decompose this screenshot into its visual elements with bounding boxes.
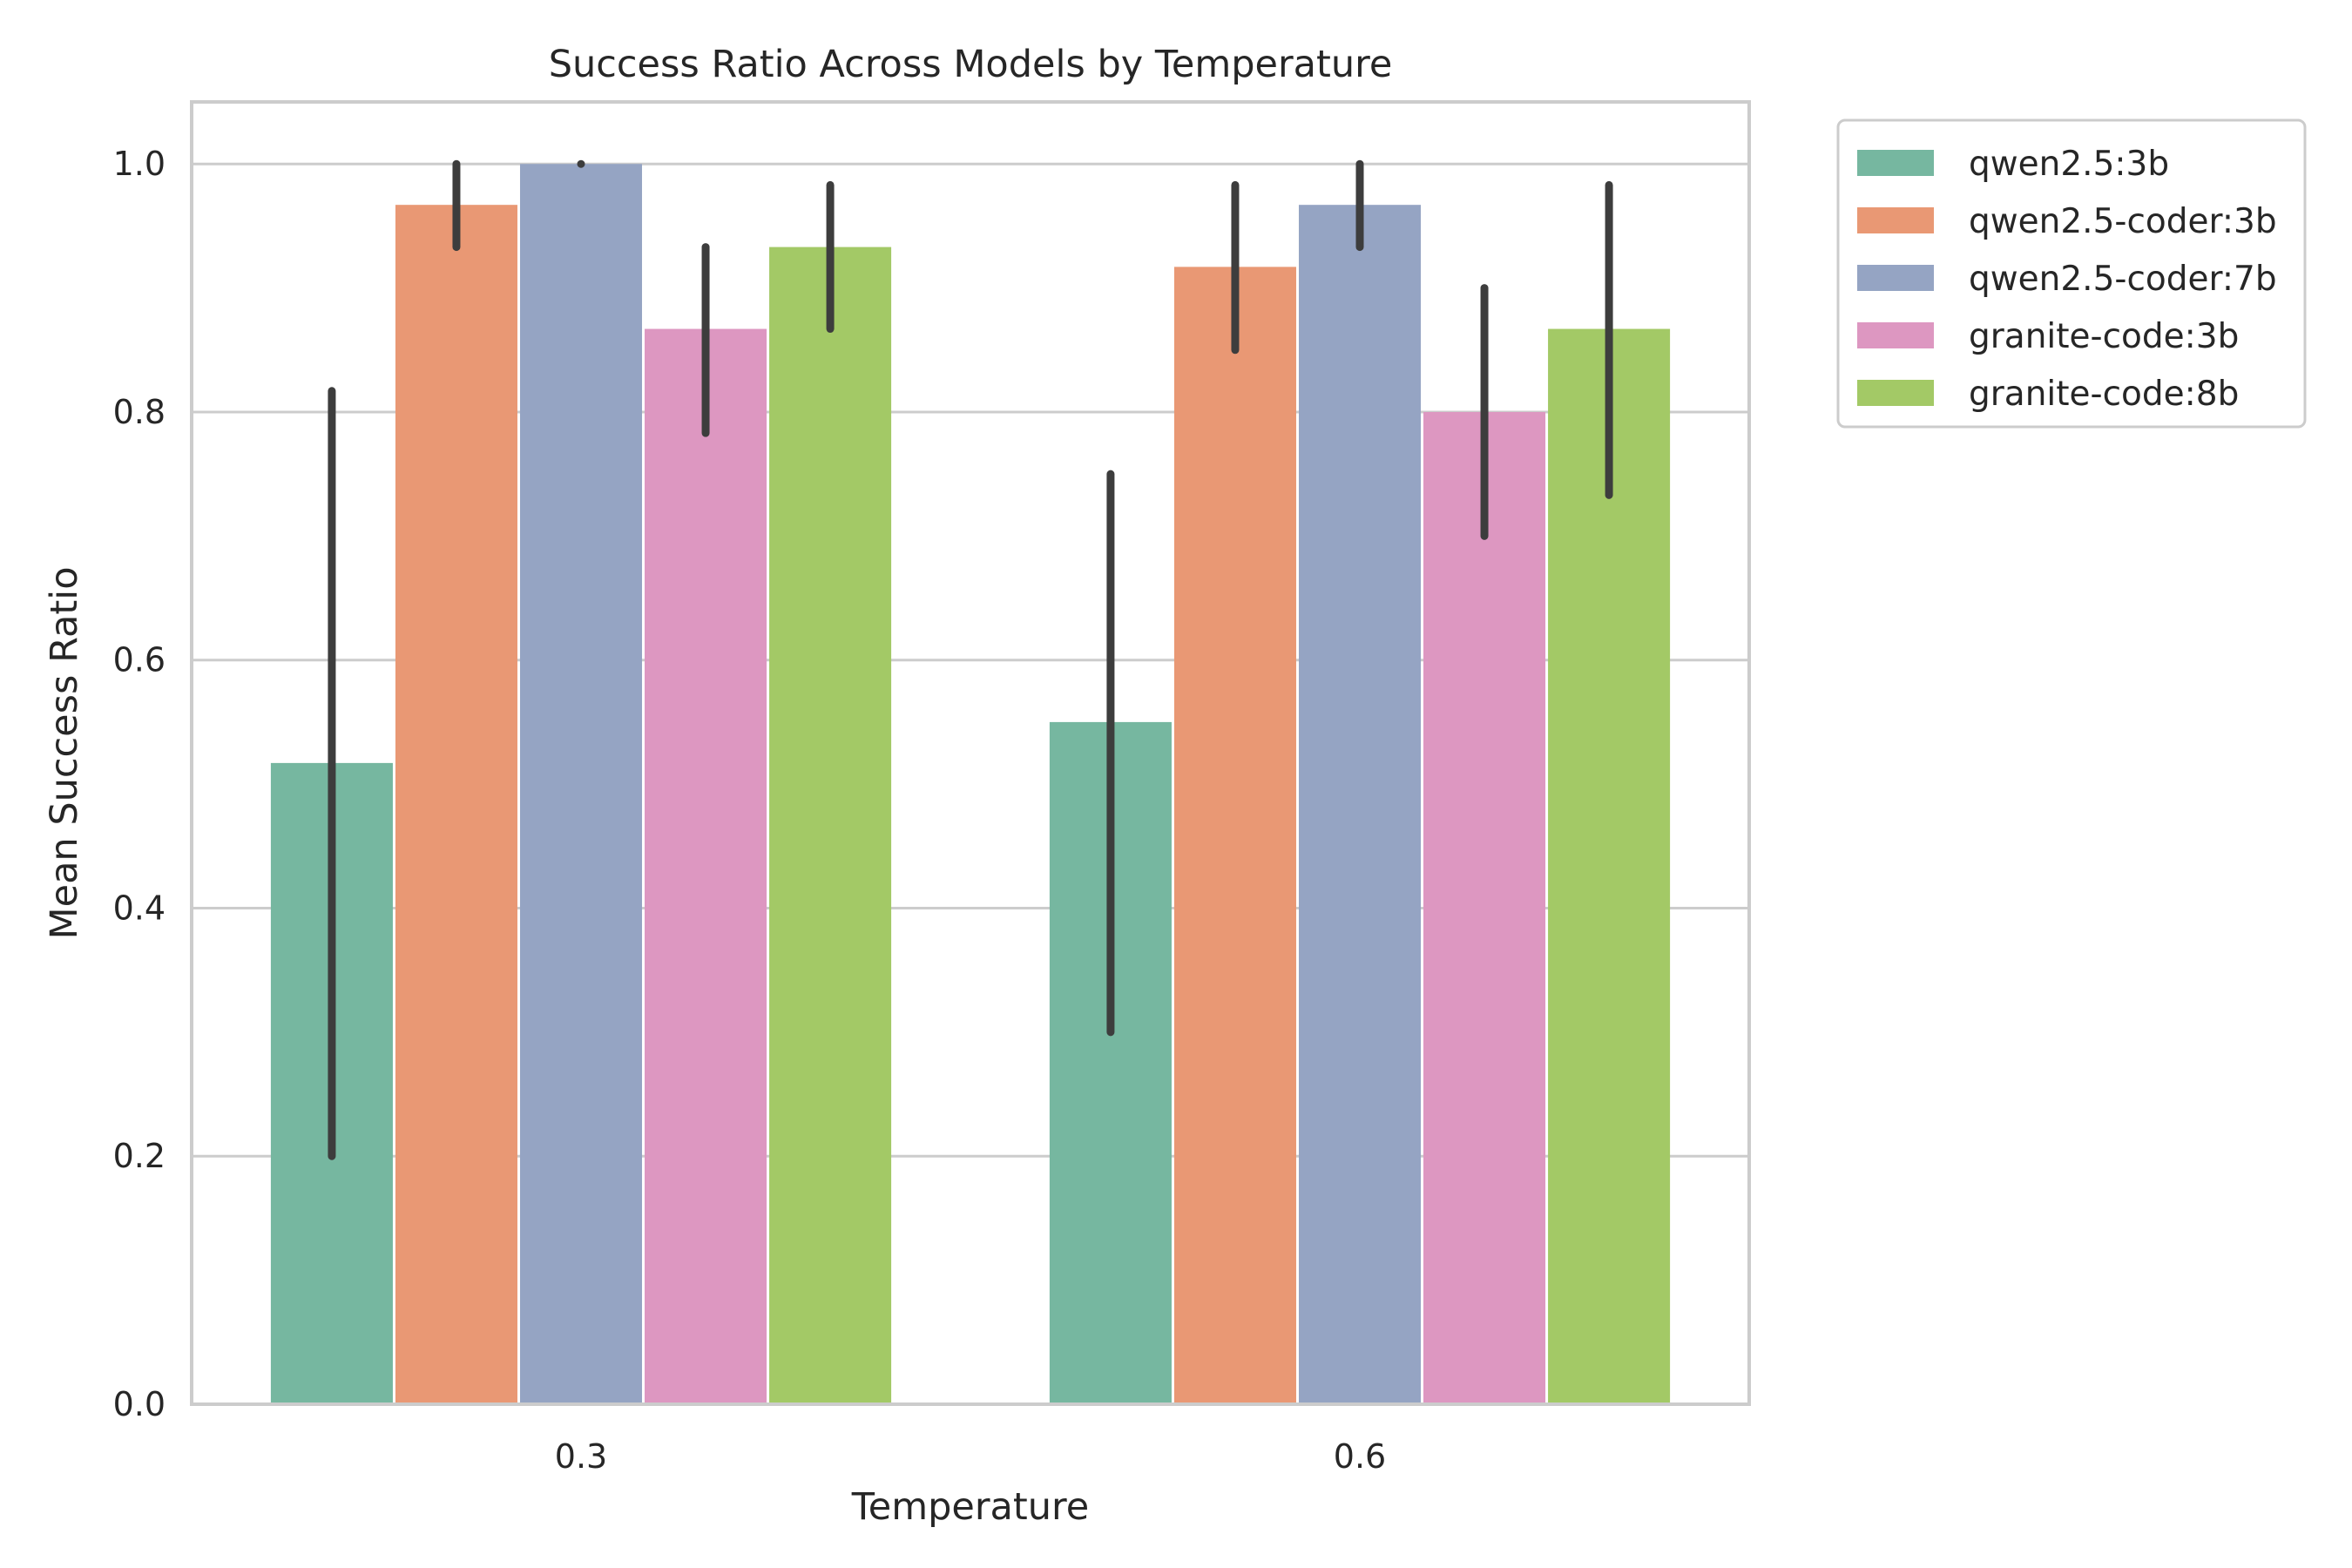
bar-granite-code-3b-0.3	[645, 328, 767, 1404]
chart-title: Success Ratio Across Models by Temperatu…	[549, 43, 1393, 86]
bar-qwen2-5-coder-3b-0.3	[395, 205, 517, 1405]
y-tick-label-3: 0.6	[113, 641, 166, 679]
bar-granite-code-3b-0.6	[1423, 411, 1546, 1404]
x-tick-label-0: 0.3	[555, 1437, 607, 1476]
legend-swatch-2	[1857, 265, 1934, 291]
x-tick-label-1: 0.6	[1334, 1437, 1386, 1476]
legend-swatch-0	[1857, 150, 1934, 176]
legend: qwen2.5:3b qwen2.5-coder:3b qwen2.5-coder:…	[1836, 118, 2307, 429]
legend-label-0: qwen2.5:3b	[1969, 145, 2169, 184]
y-tick-label-5: 1.0	[113, 145, 166, 183]
legend-swatch-4	[1857, 380, 1934, 406]
x-axis-ticks: 0.3 0.6	[555, 1437, 1386, 1476]
legend-swatch-3	[1857, 322, 1934, 348]
x-axis-label: Temperature	[851, 1485, 1089, 1529]
legend-swatch-1	[1857, 207, 1934, 233]
legend-label-4: granite-code:8b	[1969, 375, 2239, 414]
y-axis-ticks: 0.0 0.2 0.4 0.6 0.8 1.0	[113, 145, 166, 1423]
plot-frame	[190, 100, 1751, 1406]
bars	[270, 164, 1671, 1405]
y-axis-label: Mean Success Ratio	[43, 567, 86, 940]
bar-granite-code-8b-0.6	[1548, 328, 1671, 1404]
error-bars	[328, 159, 1613, 1160]
y-tick-label-0: 0.0	[113, 1385, 166, 1423]
y-tick-label-1: 0.2	[113, 1137, 166, 1175]
legend-label-1: qwen2.5-coder:3b	[1969, 202, 2277, 241]
legend-box	[1836, 118, 2307, 429]
bar-qwen2-5-coder-7b-0.3	[519, 164, 643, 1405]
bar-granite-code-8b-0.3	[769, 247, 892, 1405]
legend-label-3: granite-code:3b	[1969, 317, 2239, 356]
legend-label-2: qwen2.5-coder:7b	[1969, 260, 2277, 299]
bar-qwen2-5-coder-7b-0.6	[1298, 205, 1422, 1405]
y-tick-label-4: 0.8	[113, 393, 166, 431]
bar-qwen2-5-coder-3b-0.6	[1173, 267, 1296, 1404]
y-tick-label-2: 0.4	[113, 889, 166, 927]
